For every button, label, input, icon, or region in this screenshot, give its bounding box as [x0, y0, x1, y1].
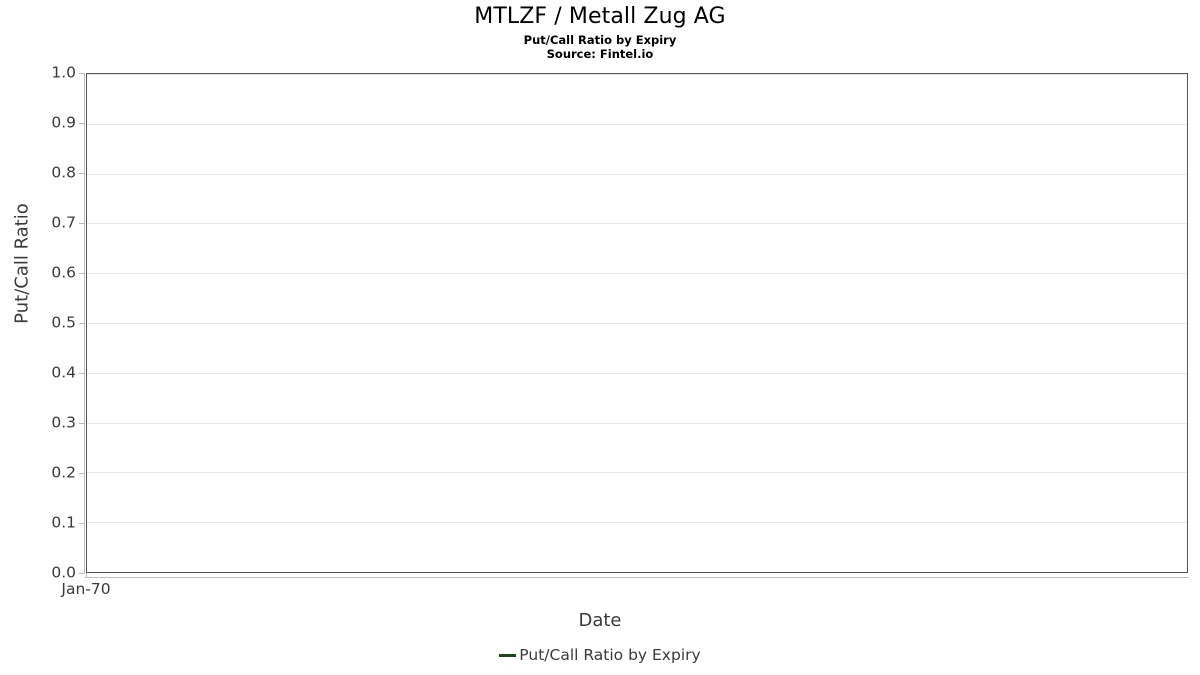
y-axis-tick-mark [79, 523, 84, 524]
y-axis-tick-label: 0.6 [51, 263, 76, 282]
gridline [87, 124, 1187, 125]
y-axis-tick-mark [79, 223, 84, 224]
y-axis-title: Put/Call Ratio [11, 203, 33, 324]
x-axis-title: Date [578, 610, 622, 631]
y-axis-tick-mark [79, 323, 84, 324]
gridline [87, 373, 1187, 374]
y-axis-tick-mark [79, 423, 84, 424]
plot-area [86, 73, 1188, 573]
y-axis-tick-mark [79, 473, 84, 474]
y-axis-tick-label: 0.9 [51, 113, 76, 132]
y-axis-tick-label: 0.2 [51, 463, 76, 482]
y-axis-tick-mark [79, 73, 84, 74]
y-axis-tick-mark [79, 373, 84, 374]
y-axis-tick-label: 0.0 [51, 563, 76, 582]
x-axis-tick-mark [86, 573, 87, 578]
title-block: MTLZF / Metall Zug AG Put/Call Ratio by … [0, 0, 1200, 61]
gridline [87, 323, 1187, 324]
series-layer [87, 74, 1187, 572]
chart-legend: Put/Call Ratio by Expiry [0, 646, 1200, 664]
legend-label: Put/Call Ratio by Expiry [519, 646, 701, 664]
y-axis-line [84, 73, 85, 574]
y-axis-tick-label: 0.5 [51, 313, 76, 332]
y-axis-tick-mark [79, 123, 84, 124]
gridline [87, 423, 1187, 424]
y-axis-tick-label: 0.7 [51, 213, 76, 232]
y-axis-tick-label: 0.1 [51, 513, 76, 532]
chart-source-label: Source: Fintel.io [546, 47, 654, 61]
gridline [87, 572, 1187, 573]
y-axis-tick-label: 0.4 [51, 363, 76, 382]
y-axis-tick-label: 0.3 [51, 413, 76, 432]
chart-title: MTLZF / Metall Zug AG [474, 4, 726, 29]
y-axis-tick-mark [79, 273, 84, 274]
legend-entry[interactable]: Put/Call Ratio by Expiry [499, 646, 701, 664]
y-axis-tick-mark [79, 173, 84, 174]
y-axis-tick-label: 1.0 [51, 63, 76, 82]
legend-line-swatch-icon [499, 654, 517, 658]
x-axis-tick-label: Jan-70 [61, 580, 111, 598]
gridline [87, 174, 1187, 175]
x-axis-line [85, 577, 1189, 578]
chart-subtitle: Put/Call Ratio by Expiry [523, 33, 677, 47]
gridline [87, 273, 1187, 274]
gridline [87, 522, 1187, 523]
y-axis-tick-labels: 0.0 0.1 0.2 0.3 0.4 0.5 0.6 0.7 0.8 0.9 1.0 [0, 0, 76, 675]
gridline [87, 223, 1187, 224]
gridline [87, 74, 1187, 75]
y-axis-tick-mark [79, 573, 84, 574]
y-axis-tick-label: 0.8 [51, 163, 76, 182]
gridline [87, 472, 1187, 473]
